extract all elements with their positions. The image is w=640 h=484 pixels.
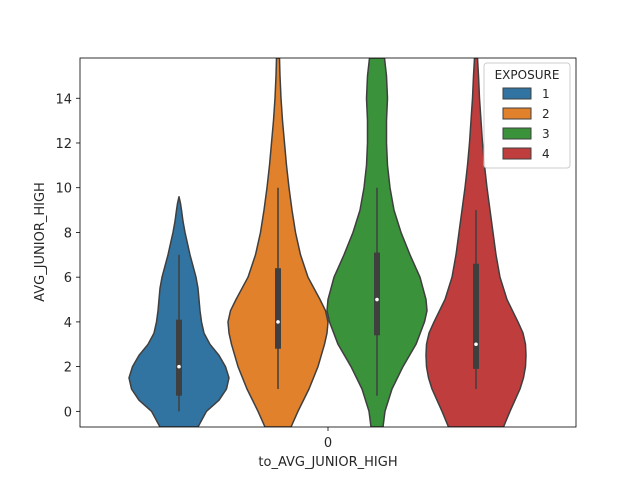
y-tick-label: 4	[64, 316, 72, 331]
iqr-box-4	[473, 263, 479, 369]
y-tick-label: 6	[64, 271, 72, 286]
y-axis: 0 2 4 6 8 10 12 14	[55, 92, 80, 420]
median-dot-1	[177, 364, 181, 369]
iqr-box-2	[275, 268, 281, 349]
legend: EXPOSURE 1 2 3 4	[483, 62, 571, 169]
median-dot-4	[474, 342, 478, 347]
boxes-group	[176, 187, 479, 412]
legend-swatch-2	[502, 107, 532, 120]
legend-label-1: 1	[542, 87, 550, 101]
y-tick-label: 2	[64, 361, 72, 376]
y-tick-label: 10	[55, 182, 72, 197]
legend-swatch-3	[502, 127, 532, 140]
iqr-box-3	[374, 252, 380, 336]
median-dot-2	[276, 320, 280, 324]
y-tick-label: 12	[55, 137, 72, 152]
legend-title: EXPOSURE	[495, 68, 560, 82]
median-dot-3	[375, 297, 379, 302]
legend-swatch-1	[502, 87, 532, 100]
y-tick-label: 14	[55, 92, 72, 107]
y-axis-label: AVG_JUNIOR_HIGH	[33, 182, 48, 302]
iqr-box-1	[176, 319, 182, 396]
x-axis: 0	[324, 427, 332, 451]
x-tick-label: 0	[324, 436, 332, 451]
legend-label-4: 4	[542, 147, 550, 161]
y-tick-label: 8	[64, 226, 72, 241]
legend-label-3: 3	[542, 127, 550, 141]
legend-label-2: 2	[542, 107, 550, 121]
x-axis-label: to_AVG_JUNIOR_HIGH	[258, 455, 397, 470]
y-tick-label: 0	[64, 405, 72, 420]
legend-swatch-4	[502, 147, 532, 160]
